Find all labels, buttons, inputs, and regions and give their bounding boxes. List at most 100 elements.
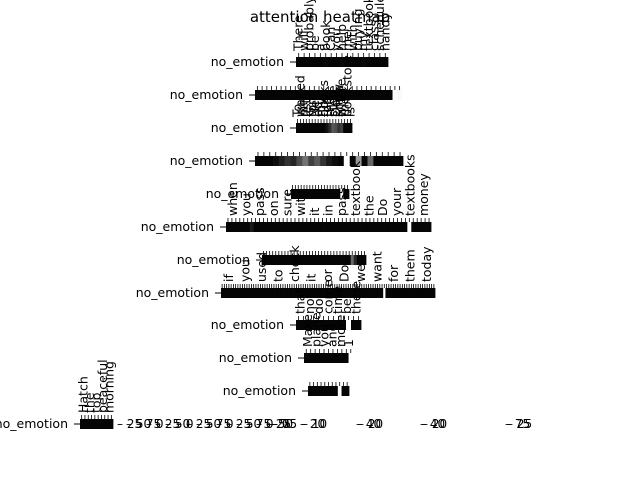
token-label: Make: [300, 314, 315, 347]
token-label: on: [266, 200, 281, 216]
heatmap-cell: [297, 90, 303, 100]
heatmap-cell: [293, 288, 296, 298]
token-label: my: [356, 31, 371, 51]
heatmap-cell: [277, 255, 281, 265]
token-label: check: [287, 245, 302, 282]
x-tick-label: – 25: [507, 417, 532, 431]
heatmap-cell: [337, 156, 345, 166]
heatmap-cell: [362, 288, 366, 298]
heatmap-cell: [313, 288, 317, 298]
heatmap-cell: [340, 90, 346, 100]
heatmap-cell: [307, 90, 313, 100]
heatmap-cell: [319, 123, 323, 133]
heatmap-cell: [432, 288, 436, 298]
heatmap-cell: [387, 90, 393, 100]
heatmap-cell: [249, 222, 254, 232]
heatmap-cell: [360, 57, 367, 67]
token-label: for: [319, 99, 334, 117]
heatmap-cell: [396, 288, 400, 298]
token-label: today: [419, 246, 434, 282]
heatmap-cell: [385, 156, 392, 166]
heatmap-cell: [374, 288, 377, 298]
token-label: it: [304, 274, 319, 282]
token-label: money: [416, 173, 431, 216]
row-label: no_emotion: [206, 186, 279, 201]
token-label: to: [271, 269, 286, 282]
token-label: Hatch: [75, 376, 90, 413]
heatmap-cell: [284, 288, 287, 298]
heatmap-cell: [280, 255, 284, 265]
heatmap-cell: [296, 189, 301, 199]
heatmap-cell: [323, 57, 329, 67]
heatmap-row: no_emotion: [223, 382, 350, 398]
heatmap-cell: [278, 90, 284, 100]
heatmap-cell: [411, 222, 416, 232]
heatmap-cell: [86, 419, 91, 429]
heatmap-cell: [428, 288, 431, 298]
token-label: you: [329, 28, 344, 51]
x-tick-label: – 10: [302, 417, 327, 431]
heatmap-cell: [412, 288, 416, 298]
token-label: a: [312, 43, 327, 51]
x-tick-label: – 25: [226, 417, 251, 431]
heatmap-cell: [281, 288, 285, 298]
x-tick-label: – 75: [206, 417, 231, 431]
heatmap-cell: [257, 222, 262, 232]
heatmap-cell: [83, 419, 87, 429]
heatmap-cell: [337, 189, 341, 199]
x-tick-label: – 0: [256, 417, 273, 431]
token-label: textbook: [361, 0, 376, 51]
heatmap-cell: [367, 156, 374, 166]
token-label: where: [334, 78, 349, 117]
token-label: when: [225, 182, 240, 216]
heatmap-cell: [308, 353, 314, 363]
heatmap-cell: [286, 288, 289, 298]
heatmap-cell: [361, 156, 368, 166]
token-label: my: [313, 97, 328, 117]
heatmap-cell: [314, 255, 318, 265]
x-tick-label: – 50: [126, 417, 151, 431]
heatmap-cell: [302, 189, 306, 199]
heatmap-row: no_emotionTowaitedhitlistisforNeedmybook…: [211, 55, 358, 135]
heatmap-cell: [269, 90, 275, 100]
token-label: sure: [280, 189, 295, 216]
heatmap-cell: [407, 222, 412, 232]
heatmap-cell: [89, 419, 94, 429]
heatmap-cell: [348, 353, 354, 363]
heatmap-cell: [368, 90, 374, 100]
heatmap-cell: [312, 57, 319, 67]
heatmap-cell: [331, 288, 335, 298]
heatmap-cell: [332, 222, 337, 232]
x-tick-label: – 25: [117, 417, 142, 431]
heatmap-cell: [233, 222, 239, 232]
heatmap-cell: [270, 288, 274, 298]
heatmap-cell: [232, 288, 235, 298]
heatmap-cell: [296, 156, 303, 166]
token-label: Can: [323, 27, 338, 51]
heatmap-rows: no_emotionTherewillprobablybeabookCanyou…: [0, 0, 436, 431]
heatmap-cell: [288, 90, 294, 100]
heatmap-cell: [321, 353, 327, 363]
heatmap-cell: [323, 255, 327, 265]
token-label: plane: [308, 312, 323, 347]
heatmap-cell: [344, 255, 349, 265]
heatmap-cell: [302, 90, 308, 100]
heatmap-cell: [308, 156, 315, 166]
heatmap-cell: [229, 222, 235, 232]
token-label: we: [353, 264, 368, 282]
heatmap-cell: [399, 222, 404, 232]
heatmap-cell: [295, 288, 298, 298]
token-label: probably: [302, 0, 317, 51]
heatmap-cell: [383, 90, 389, 100]
heatmap-cell: [239, 288, 242, 298]
heatmap-cell: [322, 386, 328, 396]
heatmap-cell: [265, 222, 270, 232]
heatmap-cell: [245, 288, 249, 298]
heatmap-cell: [365, 288, 368, 298]
heatmap-cell: [333, 57, 340, 67]
heatmap-cell: [345, 386, 350, 396]
heatmap-cell: [382, 57, 389, 67]
token-label: bookstore: [340, 55, 355, 117]
heatmap-cell: [292, 90, 299, 100]
heatmap-cell: [257, 288, 260, 298]
